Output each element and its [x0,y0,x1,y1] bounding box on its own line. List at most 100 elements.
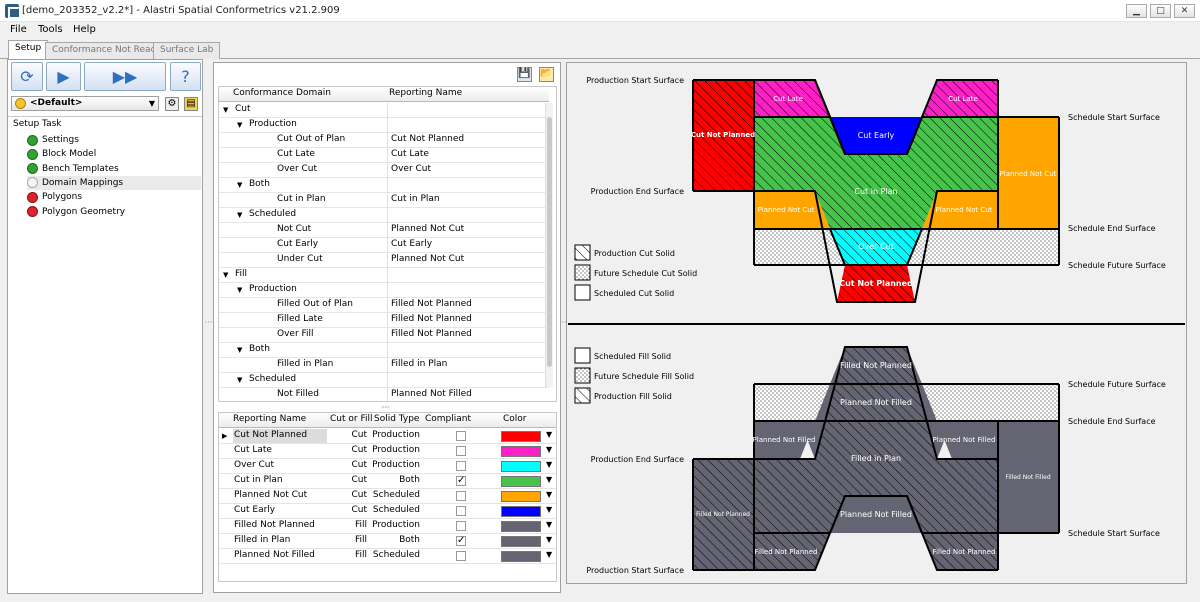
minimize-button[interactable]: ▁ [1126,4,1147,18]
grid-cell-cut-or-fill[interactable]: Cut [351,475,367,485]
color-swatch[interactable] [501,476,541,487]
help-button[interactable]: ? [170,62,201,91]
compliant-checkbox[interactable] [456,446,466,456]
tree-row[interactable]: Filled Out of Plan Filled Not Planned [219,298,549,313]
grid-cell-reporting-name[interactable]: Planned Not Filled [234,550,315,560]
compliant-checkbox[interactable] [456,551,466,561]
grid-row[interactable]: Over Cut Cut Production ▼ [219,459,556,474]
tree-cell-reporting-name[interactable]: Planned Not Cut [391,254,465,264]
tree-row[interactable]: Cut Early Cut Early [219,238,549,253]
color-swatch[interactable] [501,551,541,562]
tree-scrollbar-thumb[interactable] [547,117,552,367]
grid-cell-cut-or-fill[interactable]: Cut [351,445,367,455]
grid-row[interactable]: Planned Not Cut Cut Scheduled ▼ [219,489,556,504]
grid-cell-reporting-name[interactable]: Cut Early [234,505,276,515]
expand-chevron-icon[interactable]: ▼ [237,211,243,219]
compliant-checkbox[interactable]: ✓ [456,475,466,486]
tree-row[interactable]: ▼ Cut [219,103,549,118]
compliant-checkbox[interactable] [456,506,466,516]
grid-row[interactable]: ▶ Cut Not Planned Cut Production ▼ [219,429,556,444]
grid-col-cut-or-fill[interactable]: Cut or Fill [330,414,373,424]
grid-col-compliant[interactable]: Compliant [425,414,472,424]
tree-row[interactable]: ▼ Scheduled [219,208,549,223]
color-swatch[interactable] [501,491,541,502]
color-dropdown-chevron-icon[interactable]: ▼ [546,490,553,499]
tree-row[interactable]: ▼ Production [219,118,549,133]
grid-col-color[interactable]: Color [503,414,527,424]
column-conformance-domain[interactable]: Conformance Domain [233,88,331,98]
tree-cell-reporting-name[interactable]: Filled Not Planned [391,299,472,309]
vertical-splitter[interactable]: ⋮ [204,318,213,325]
expand-chevron-icon[interactable]: ▼ [237,286,243,294]
color-swatch[interactable] [501,521,541,532]
grid-cell-reporting-name[interactable]: Planned Not Cut [234,490,308,500]
tree-cell-reporting-name[interactable]: Cut Early [391,239,433,249]
grid-cell-cut-or-fill[interactable]: Cut [351,490,367,500]
maximize-button[interactable]: □ [1150,4,1171,18]
grid-row[interactable]: Cut Early Cut Scheduled ▼ [219,504,556,519]
setup-task-item[interactable]: Domain Mappings [27,175,201,190]
menu-file[interactable]: File [10,24,27,35]
tree-row[interactable]: Cut Late Cut Late [219,148,549,163]
tree-cell-reporting-name[interactable]: Filled Not Planned [391,329,472,339]
grid-cell-solid-type[interactable]: Scheduled [372,490,420,500]
tab-surface-lab[interactable]: Surface Lab [153,42,221,59]
expand-chevron-icon[interactable]: ▼ [223,271,229,279]
tree-cell-reporting-name[interactable]: Cut in Plan [391,194,440,204]
grid-cell-solid-type[interactable]: Production [372,430,420,440]
tree-row[interactable]: Not Filled Planned Not Filled [219,388,549,401]
tree-cell-reporting-name[interactable]: Planned Not Filled [391,389,472,399]
settings-gear-button[interactable]: ⚙ [165,97,179,111]
grid-row[interactable]: Cut Late Cut Production ▼ [219,444,556,459]
expand-chevron-icon[interactable]: ▼ [237,121,243,129]
compliant-checkbox[interactable] [456,491,466,501]
run-step-button[interactable]: ▶ [46,62,81,91]
profile-select[interactable]: <Default> ▼ [11,96,159,111]
compliant-checkbox[interactable] [456,461,466,471]
tree-row[interactable]: Cut Out of Plan Cut Not Planned [219,133,549,148]
tree-row[interactable]: Over Cut Over Cut [219,163,549,178]
notes-button[interactable]: ▤ [184,97,198,111]
grid-cell-reporting-name[interactable]: Over Cut [234,460,275,470]
tree-row[interactable]: Filled in Plan Filled in Plan [219,358,549,373]
tree-scrollbar[interactable] [545,103,553,387]
color-swatch[interactable] [501,446,541,457]
column-reporting-name[interactable]: Reporting Name [389,88,463,98]
tree-cell-reporting-name[interactable]: Cut Late [391,149,429,159]
color-swatch[interactable] [501,461,541,472]
menu-tools[interactable]: Tools [38,24,63,35]
grid-cell-solid-type[interactable]: Production [372,460,420,470]
tree-row[interactable]: ▼ Both [219,178,549,193]
close-button[interactable]: ✕ [1174,4,1195,18]
tree-row[interactable]: ▼ Fill [219,268,549,283]
grid-cell-solid-type[interactable]: Both [399,475,420,485]
grid-cell-cut-or-fill[interactable]: Fill [354,550,367,560]
refresh-button[interactable]: ⟳ [11,62,43,91]
tree-row[interactable]: Filled Late Filled Not Planned [219,313,549,328]
tree-cell-reporting-name[interactable]: Filled Not Planned [391,314,472,324]
grid-cell-reporting-name[interactable]: Filled Not Planned [234,520,315,530]
expand-chevron-icon[interactable]: ▼ [237,376,243,384]
grid-cell-reporting-name[interactable]: Cut Not Planned [234,430,308,440]
color-swatch[interactable] [501,536,541,547]
grid-cell-solid-type[interactable]: Production [372,520,420,530]
setup-task-item[interactable]: Block Model [27,147,96,161]
color-swatch[interactable] [501,431,541,442]
color-dropdown-chevron-icon[interactable]: ▼ [546,520,553,529]
color-dropdown-chevron-icon[interactable]: ▼ [546,505,553,514]
tree-row[interactable]: Under Cut Planned Not Cut [219,253,549,268]
grid-cell-reporting-name[interactable]: Cut Late [234,445,272,455]
vertical-splitter-right[interactable]: ⋮ [561,318,570,325]
grid-cell-solid-type[interactable]: Both [399,535,420,545]
grid-cell-reporting-name[interactable]: Cut in Plan [234,475,283,485]
grid-cell-solid-type[interactable]: Scheduled [372,505,420,515]
save-button[interactable]: 💾 [517,67,532,82]
setup-task-item[interactable]: Polygons [27,190,82,204]
color-swatch[interactable] [501,506,541,517]
setup-task-item[interactable]: Bench Templates [27,162,119,176]
grid-cell-reporting-name[interactable]: Filled in Plan [234,535,291,545]
grid-row[interactable]: Filled in Plan Fill Both ✓ ▼ [219,534,556,549]
tree-row[interactable]: ▼ Scheduled [219,373,549,388]
color-dropdown-chevron-icon[interactable]: ▼ [546,430,553,439]
tree-cell-reporting-name[interactable]: Planned Not Cut [391,224,465,234]
